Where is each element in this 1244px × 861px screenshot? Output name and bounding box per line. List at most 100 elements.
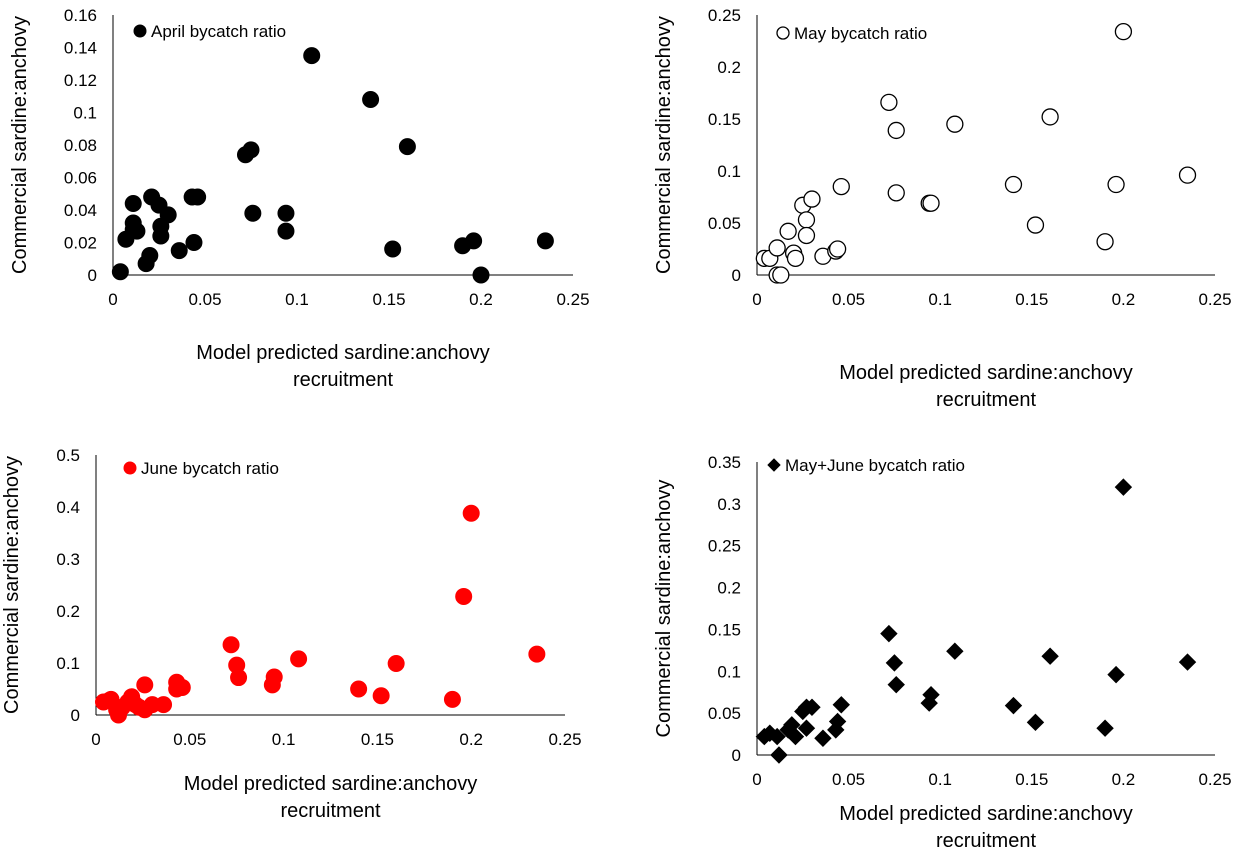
data-point bbox=[1026, 713, 1045, 732]
y-axis-title: Commercial sardine:anchovy bbox=[653, 480, 675, 738]
chart-panel-may: 0 0.05 0.1 0.15 0.2 0.25 0 0.05 0.1 0.15 0.2 0.25 Mo… bbox=[653, 6, 1232, 411]
x-tick-label: 0.15 bbox=[1015, 290, 1048, 309]
data-point bbox=[350, 680, 368, 698]
x-tick-label: 0 bbox=[752, 770, 761, 789]
data-point bbox=[803, 190, 821, 208]
data-point bbox=[185, 234, 203, 251]
data-point bbox=[1107, 175, 1125, 194]
x-tick-label: 0.25 bbox=[1198, 290, 1231, 309]
data-point bbox=[465, 232, 483, 250]
y-tick-label: 0 bbox=[732, 266, 741, 285]
data-point bbox=[173, 678, 191, 696]
y-tick-label: 0.08 bbox=[64, 136, 97, 155]
data-point bbox=[222, 636, 240, 654]
data-point bbox=[880, 93, 898, 112]
y-tick-label: 0.2 bbox=[56, 602, 80, 621]
data-point bbox=[141, 247, 159, 264]
x-tick-label: 0.15 bbox=[372, 290, 405, 309]
x-axis-title: recruitment bbox=[936, 830, 1036, 852]
data-point bbox=[797, 226, 816, 245]
x-axis-title: Model predicted sardine:anchovy bbox=[184, 773, 478, 795]
data-point bbox=[887, 675, 905, 694]
x-tick-label: 0.05 bbox=[188, 290, 221, 309]
x-tick-label: 0.2 bbox=[459, 730, 483, 749]
y-axis-title: Commercial sardine:anchovy bbox=[653, 16, 675, 274]
data-point bbox=[303, 47, 321, 65]
legend: May bycatch ratio bbox=[776, 24, 927, 43]
data-point bbox=[828, 712, 847, 731]
y-tick-label: 0.2 bbox=[717, 579, 741, 598]
data-point bbox=[136, 676, 154, 694]
data-point bbox=[128, 222, 146, 240]
data-point bbox=[244, 204, 262, 222]
data-point bbox=[398, 138, 416, 156]
y-tick-label: 0.05 bbox=[708, 704, 741, 723]
data-point bbox=[536, 232, 554, 250]
data-point bbox=[387, 655, 405, 673]
y-tick-label: 0.1 bbox=[717, 662, 741, 681]
x-tick-label: 0 bbox=[108, 290, 117, 309]
x-tick-label: 0.2 bbox=[1112, 770, 1136, 789]
y-tick-label: 0.2 bbox=[717, 58, 741, 77]
data-point bbox=[111, 263, 129, 281]
legend: April bycatch ratio bbox=[133, 22, 286, 41]
x-tick-label: 0.2 bbox=[469, 290, 493, 309]
x-tick-label: 0.05 bbox=[173, 730, 206, 749]
data-point bbox=[880, 624, 898, 643]
x-axis-title: Model predicted sardine:anchovy bbox=[839, 803, 1133, 825]
chart-panel-april: 0 0.05 0.1 0.15 0.2 0.25 0 0.02 0.04 0.06 0.08 0.1 0… bbox=[9, 6, 590, 391]
x-tick-label: 0.1 bbox=[272, 730, 296, 749]
x-tick-label: 0.25 bbox=[548, 730, 581, 749]
data-point bbox=[1004, 696, 1023, 715]
y-tick-label: 0.5 bbox=[56, 446, 80, 465]
y-tick-label: 0.15 bbox=[708, 110, 741, 129]
y-tick-label: 0.14 bbox=[64, 39, 97, 58]
y-axis-title: Commercial sardine:anchovy bbox=[1, 456, 23, 714]
data-point bbox=[1041, 108, 1059, 126]
x-tick-label: 0.1 bbox=[928, 770, 952, 789]
data-point bbox=[362, 91, 380, 108]
x-axis-title: Model predicted sardine:anchovy bbox=[196, 342, 490, 364]
y-tick-label: 0.1 bbox=[73, 104, 97, 123]
legend-marker bbox=[133, 24, 147, 38]
legend-label: May+June bycatch ratio bbox=[785, 456, 965, 475]
data-point bbox=[1178, 653, 1197, 671]
x-tick-label: 0.2 bbox=[1112, 290, 1136, 309]
y-tick-label: 0.16 bbox=[64, 6, 97, 25]
legend: May+June bycatch ratio bbox=[767, 456, 965, 475]
y-tick-label: 0 bbox=[732, 746, 741, 765]
data-point bbox=[770, 746, 788, 764]
data-point bbox=[797, 211, 816, 229]
data-point bbox=[384, 240, 402, 258]
data-point bbox=[277, 204, 295, 222]
data-point bbox=[170, 242, 188, 260]
y-tick-label: 0.1 bbox=[56, 654, 80, 673]
y-tick-label: 0.04 bbox=[64, 201, 97, 220]
y-tick-label: 0.15 bbox=[708, 620, 741, 639]
x-tick-label: 0.15 bbox=[1015, 770, 1048, 789]
data-point bbox=[768, 727, 786, 746]
chart-panel-june: 0 0.05 0.1 0.15 0.2 0.25 0 0.1 0.2 0.3 0.4 0.5 Model… bbox=[1, 446, 582, 822]
data-point bbox=[1178, 166, 1197, 184]
data-point bbox=[443, 690, 461, 708]
data-point bbox=[1114, 478, 1133, 496]
data-point bbox=[155, 696, 173, 714]
data-point bbox=[922, 194, 940, 212]
y-tick-label: 0.12 bbox=[64, 71, 97, 90]
data-point bbox=[772, 266, 790, 284]
x-axis-title: recruitment bbox=[936, 389, 1036, 411]
y-tick-label: 0.35 bbox=[708, 453, 741, 472]
data-point bbox=[1041, 647, 1059, 665]
data-point bbox=[455, 587, 473, 605]
data-point bbox=[159, 206, 177, 224]
legend-label: May bycatch ratio bbox=[794, 24, 927, 43]
x-tick-label: 0.05 bbox=[832, 290, 865, 309]
data-point bbox=[832, 177, 850, 196]
chart-panel-may-june: 0 0.05 0.1 0.15 0.2 0.25 0 0.05 0.1 0.15 0.2 0.25 0.… bbox=[653, 453, 1232, 852]
x-tick-label: 0.05 bbox=[832, 770, 865, 789]
data-point bbox=[946, 642, 964, 660]
data-point bbox=[768, 239, 786, 257]
y-tick-label: 0.3 bbox=[717, 495, 741, 514]
legend-label: April bycatch ratio bbox=[151, 22, 286, 41]
